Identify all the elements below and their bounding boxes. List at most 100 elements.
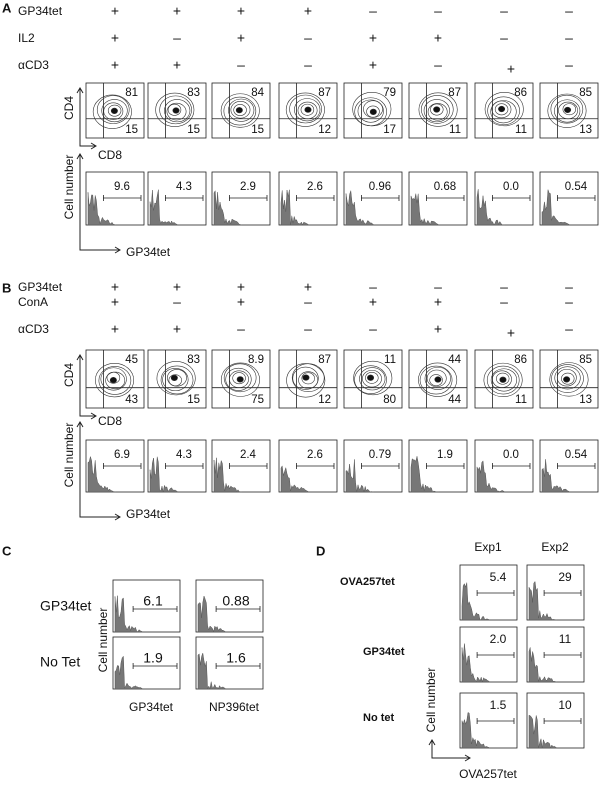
- condition-sign: –: [500, 294, 508, 310]
- gate-value: 0.54: [565, 181, 588, 193]
- contour: [551, 364, 584, 393]
- axis-arrow: [79, 88, 96, 147]
- histogram: [87, 192, 117, 226]
- contour: [168, 374, 182, 387]
- contour: [110, 107, 118, 115]
- gate-value: 2.4: [240, 449, 257, 461]
- contour: [556, 368, 577, 387]
- contour: [294, 98, 321, 122]
- contour: [223, 96, 257, 126]
- contour: [166, 102, 187, 121]
- quadrant-value: 13: [579, 394, 592, 406]
- contour: [228, 98, 255, 122]
- quadrant-value: 15: [187, 124, 200, 136]
- condition-sign: –: [565, 3, 573, 19]
- quadrant-value: 15: [187, 394, 200, 406]
- quadrant-value: 13: [579, 124, 592, 136]
- gate-value: 9.6: [114, 181, 130, 193]
- histogram: [149, 456, 179, 493]
- quadrant-value: 15: [251, 124, 264, 136]
- axis-label: CD8: [98, 148, 122, 162]
- contour: [561, 372, 575, 385]
- condition-sign: +: [111, 30, 119, 46]
- panel-label: B: [2, 280, 11, 295]
- quadrant-value: 85: [579, 354, 592, 366]
- quadrant-value: 12: [318, 124, 331, 136]
- column-label: Exp1: [474, 540, 502, 554]
- quadrant-value: 44: [448, 354, 461, 366]
- condition-sign: –: [565, 57, 573, 73]
- plot-frame: [278, 82, 338, 139]
- quadrant-value: 15: [125, 124, 138, 136]
- quadrant-value: 81: [125, 87, 138, 99]
- contour: [426, 369, 447, 388]
- gate-value: 4.3: [176, 449, 192, 461]
- condition-sign: +: [434, 294, 442, 310]
- plot-frame: [112, 636, 181, 690]
- contour: [498, 105, 506, 113]
- condition-sign: –: [304, 30, 312, 46]
- contour: [101, 99, 128, 123]
- contour: [429, 374, 443, 387]
- contour: [494, 103, 509, 116]
- arrow-head: [76, 421, 84, 428]
- quadrant-value: 75: [251, 394, 264, 406]
- arrow-head: [464, 754, 471, 762]
- histogram: [410, 193, 440, 226]
- contour: [109, 377, 117, 384]
- contour: [558, 101, 578, 120]
- gate-value: 2.6: [307, 181, 323, 193]
- condition-sign: +: [237, 3, 245, 19]
- arrow-head: [76, 153, 84, 160]
- contour: [170, 374, 178, 381]
- condition-sign: +: [369, 57, 377, 73]
- quadrant-value: 11: [449, 124, 461, 136]
- contour: [220, 93, 260, 128]
- histogram: [528, 647, 558, 683]
- histogram: [114, 655, 144, 690]
- contour: [496, 372, 510, 385]
- contour: [354, 97, 387, 127]
- gate-value: 0.96: [369, 181, 391, 193]
- plot-frame: [211, 349, 271, 409]
- condition-sign: +: [111, 3, 119, 19]
- quadrant-value: 87: [318, 354, 331, 366]
- condition-sign: +: [237, 294, 245, 310]
- condition-sign: +: [111, 321, 119, 337]
- condition-label: IL2: [18, 31, 35, 45]
- contour: [304, 106, 312, 113]
- contour: [292, 366, 319, 390]
- plot-frame: [195, 636, 264, 690]
- contour: [418, 362, 458, 397]
- contour: [105, 371, 126, 390]
- quadrant-value: 11: [384, 354, 396, 366]
- histogram: [345, 459, 375, 493]
- contour: [365, 371, 379, 384]
- contour: [223, 363, 257, 393]
- contour: [236, 376, 244, 383]
- histogram: [213, 457, 243, 493]
- quadrant-value: 86: [514, 354, 527, 366]
- gate-value: 0.54: [565, 449, 588, 461]
- quadrant-value: 85: [579, 87, 592, 99]
- condition-sign: –: [565, 279, 573, 295]
- arrow-head: [76, 87, 84, 94]
- plot-frame: [408, 349, 468, 409]
- arrow-head: [428, 739, 436, 746]
- contour: [159, 95, 192, 125]
- contour: [492, 370, 512, 388]
- axis-arrow: [79, 154, 120, 251]
- quadrant-value: 11: [515, 394, 527, 406]
- contour: [434, 376, 442, 383]
- contour: [167, 369, 187, 387]
- axis-label: Cell number: [62, 155, 76, 220]
- condition-sign: +: [173, 57, 181, 73]
- axis-arrow: [79, 355, 96, 417]
- histogram: [197, 652, 227, 690]
- condition-sign: –: [434, 279, 442, 295]
- condition-sign: +: [111, 294, 119, 310]
- condition-sign: +: [507, 325, 515, 341]
- gate-value: 10: [558, 698, 572, 712]
- condition-sign: –: [369, 3, 377, 19]
- histogram: [461, 582, 491, 621]
